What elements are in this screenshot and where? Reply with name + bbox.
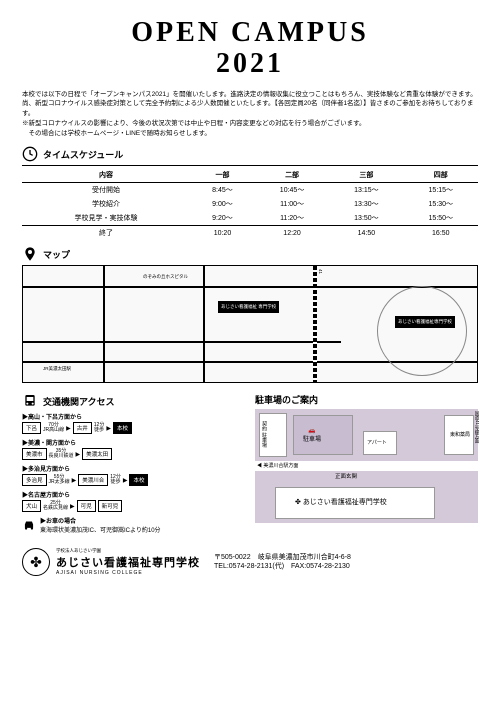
intro-text: 本校では以下の日程で「オープンキャンパス2021」を開催いたします。進路決定の情… <box>22 90 478 139</box>
school-marker: あじさい看護福祉 専門学校 <box>218 301 279 312</box>
map-area: あじさい看護福祉 専門学校 あじさい看護福祉専門学校 のぞみの丘ホスピタル JR… <box>22 265 478 383</box>
route-row: 多治見55分JR太多線▶美濃川合12分徒歩▶本校 <box>22 474 245 486</box>
school-logo-icon: ✤ <box>22 548 50 576</box>
route-row: 美濃市35分長良川鉄道▶美濃太田 <box>22 448 245 460</box>
map-pin-icon <box>22 246 38 262</box>
train-icon <box>22 393 38 409</box>
schedule-heading: タイムスケジュール <box>22 146 478 162</box>
parking-map: 契約 駐車場 🚗駐車場 アパート 東和薬局 国道41号線方面 ◀ 美濃川合駅方面… <box>255 409 478 524</box>
footer: ✤ 学校法人あじさい学園 あじさい看護福祉専門学校 AJISAI NURSING… <box>22 542 478 576</box>
school-marker-zoom: あじさい看護福祉専門学校 <box>395 316 455 327</box>
route-row: 下呂70分JR高山線▶古井12分徒歩▶本校 <box>22 422 245 434</box>
map-label: 41 <box>318 269 323 274</box>
route-title: ▶多治見方面から <box>22 464 245 473</box>
route-row: 犬山25分名鉄広見線▶可児新可児 <box>22 500 245 512</box>
car-icon <box>22 518 36 532</box>
main-title: OPEN CAMPUS2021 <box>22 18 478 80</box>
parking-heading: 駐車場のご案内 <box>255 393 478 406</box>
car-access: ▶お車の場合東海環状美濃加茂IC、可児御嵩ICより約10分 <box>22 516 245 534</box>
route-title: ▶名古屋方面から <box>22 490 245 499</box>
route-title: ▶美濃・関方面から <box>22 438 245 447</box>
map-label: JR美濃太田駅 <box>43 366 71 372</box>
map-label: のぞみの丘ホスピタル <box>143 274 188 280</box>
access-heading: 交通機関アクセス <box>22 393 245 409</box>
route-title: ▶高山・下呂方面から <box>22 412 245 421</box>
schedule-table: 内容一部二部三部四部 受付開始8:45～10:45～13:15～15:15～ 学… <box>22 168 478 240</box>
map-heading: マップ <box>22 246 478 262</box>
clock-icon <box>22 146 38 162</box>
